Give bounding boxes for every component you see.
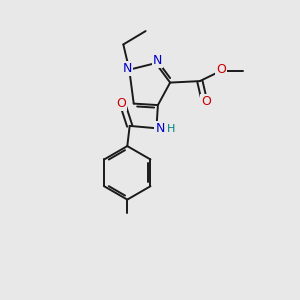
Text: N: N [155,122,165,135]
Text: N: N [123,62,133,75]
Text: H: H [167,124,176,134]
Text: O: O [216,63,226,76]
Text: N: N [152,54,162,67]
Text: O: O [201,95,211,108]
Text: O: O [116,97,126,110]
